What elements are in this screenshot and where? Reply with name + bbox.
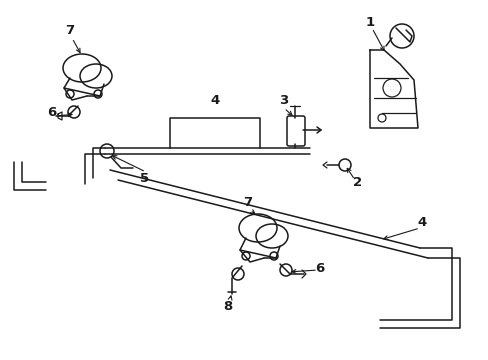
Text: 4: 4 xyxy=(210,94,219,107)
Text: 7: 7 xyxy=(65,23,74,36)
Text: 6: 6 xyxy=(315,261,324,274)
Text: 3: 3 xyxy=(279,94,288,107)
Text: 5: 5 xyxy=(140,171,149,184)
Text: 2: 2 xyxy=(353,175,362,189)
Text: 6: 6 xyxy=(47,105,57,118)
Text: 7: 7 xyxy=(243,195,252,208)
Text: 1: 1 xyxy=(365,15,374,28)
Text: 4: 4 xyxy=(417,216,426,229)
Text: 8: 8 xyxy=(223,300,232,312)
